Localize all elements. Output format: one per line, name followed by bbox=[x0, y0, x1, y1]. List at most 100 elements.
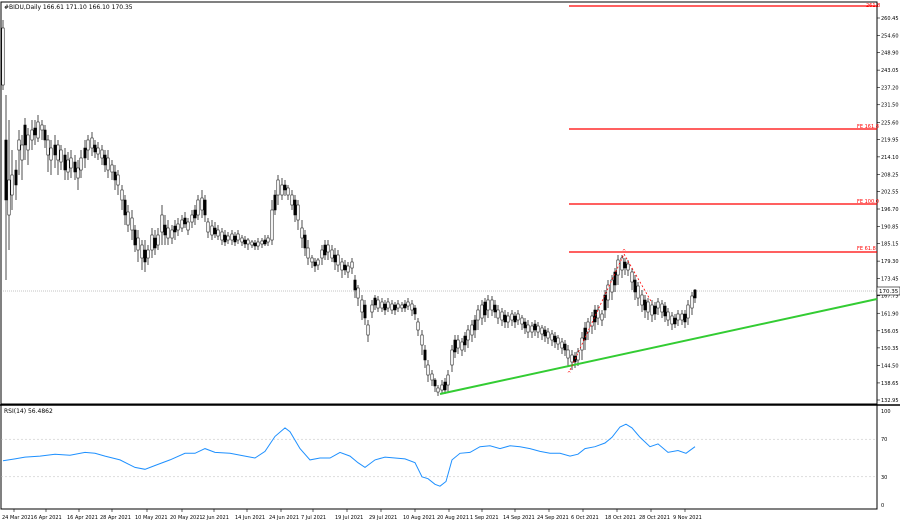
candle-bull bbox=[366, 324, 370, 336]
price-tick-label: 231.50 bbox=[881, 103, 899, 109]
candle-bear bbox=[453, 339, 457, 353]
price-tick-label: 156.05 bbox=[881, 329, 899, 335]
fib-label-261: 261.8 bbox=[866, 3, 880, 9]
candle-bull bbox=[96, 147, 100, 155]
candle-bull bbox=[630, 271, 634, 283]
price-tick-label: 185.15 bbox=[881, 242, 899, 248]
fibonacci-expansion[interactable] bbox=[569, 5, 877, 253]
time-tick-label: 2 Jun 2021 bbox=[202, 515, 229, 521]
candle-bull bbox=[69, 157, 73, 169]
time-tick-label: 10 Aug 2021 bbox=[403, 515, 435, 521]
candle-bull bbox=[59, 149, 63, 163]
support-trendline[interactable] bbox=[439, 298, 878, 395]
time-tick-label: 20 May 2021 bbox=[170, 515, 203, 521]
candle-bull bbox=[530, 325, 534, 333]
candle-bull bbox=[126, 211, 130, 226]
candle-bull bbox=[216, 229, 220, 237]
candle-bull bbox=[270, 209, 274, 241]
candle-bear bbox=[563, 343, 567, 351]
time-tick-label: 29 Jul 2021 bbox=[369, 515, 397, 521]
candle-bull bbox=[56, 144, 60, 161]
candle-bull bbox=[280, 184, 284, 196]
time-tick-label: 14 Jun 2021 bbox=[235, 515, 265, 521]
candle-bull bbox=[166, 227, 170, 239]
fib-expansion-pattern[interactable] bbox=[569, 253, 653, 371]
candle-bull bbox=[550, 333, 554, 341]
candle-bull bbox=[106, 157, 110, 171]
candle-bear bbox=[313, 261, 317, 267]
time-tick-label: 19 Jul 2021 bbox=[335, 515, 363, 521]
current-price-marker bbox=[876, 286, 900, 296]
candle-bull bbox=[686, 304, 690, 319]
candle-bear bbox=[383, 303, 387, 311]
time-tick-label: 28 Oct 2021 bbox=[639, 515, 670, 521]
candle-bear bbox=[643, 299, 647, 311]
candle-bull bbox=[626, 263, 630, 271]
drawing-objects[interactable]: ^^ bbox=[439, 249, 878, 395]
time-axis: 24 Mar 2021 6 Apr 2021 16 Apr 2021 28 Apr 2… bbox=[2, 509, 702, 521]
candle-bull bbox=[420, 334, 424, 346]
candle-bull bbox=[186, 221, 190, 231]
candle-bull bbox=[46, 139, 50, 156]
candle-bull bbox=[286, 187, 290, 196]
rsi-indicator bbox=[1, 423, 877, 487]
candle-bull bbox=[196, 199, 200, 216]
candle-bull bbox=[316, 259, 320, 266]
pattern-point-a: ^ bbox=[567, 371, 571, 377]
candle-bear bbox=[303, 234, 307, 249]
candle-bull bbox=[310, 257, 314, 263]
candle-bull bbox=[26, 134, 30, 151]
price-axis: 260.45 254.60 248.90 243.05 237.20 231.50 225.… bbox=[877, 16, 899, 404]
candle-bull bbox=[470, 324, 474, 336]
candle-bear bbox=[373, 297, 377, 306]
candle-bull bbox=[596, 309, 600, 319]
candle-bull bbox=[456, 339, 460, 349]
candle-bull bbox=[160, 214, 164, 233]
candle-bull bbox=[326, 244, 330, 253]
candle-bull bbox=[156, 234, 160, 246]
candle-bull bbox=[306, 247, 310, 259]
candle-bear bbox=[623, 261, 627, 269]
candle-bear bbox=[133, 229, 137, 246]
candle-bull bbox=[236, 233, 240, 241]
candle-bull bbox=[676, 313, 680, 321]
price-tick-label: 167.75 bbox=[881, 294, 899, 300]
candle-bull bbox=[370, 304, 374, 313]
price-tick-label: 161.90 bbox=[881, 311, 899, 317]
candle-bull bbox=[440, 384, 444, 391]
candle-bear bbox=[223, 234, 227, 243]
candle-bear bbox=[253, 242, 257, 247]
candle-bull bbox=[406, 301, 410, 307]
candle-bear bbox=[93, 144, 97, 153]
candle-bear bbox=[363, 304, 367, 319]
candle-bull bbox=[500, 311, 504, 321]
candle-bear bbox=[173, 225, 177, 233]
candle-bull bbox=[1, 27, 5, 86]
candle-bull bbox=[220, 231, 224, 241]
candle-bull bbox=[346, 265, 350, 273]
candle-bull bbox=[86, 139, 90, 151]
candle-bull bbox=[576, 351, 580, 361]
candle-bull bbox=[680, 313, 684, 321]
candle-bull bbox=[466, 329, 470, 341]
candle-bear bbox=[243, 239, 247, 245]
candle-bull bbox=[390, 303, 394, 311]
candle-bull bbox=[430, 373, 434, 381]
price-tick-label: 225.60 bbox=[881, 120, 899, 126]
current-price-label: 170.35 bbox=[879, 289, 899, 295]
candle-bull bbox=[300, 227, 304, 239]
candle-bull bbox=[130, 217, 134, 231]
time-tick-label: 24 Jun 2021 bbox=[269, 515, 299, 521]
time-tick-label: 14 Sep 2021 bbox=[503, 515, 535, 521]
candle-bull bbox=[10, 174, 14, 196]
candle-bull bbox=[250, 241, 254, 246]
candle-bull bbox=[140, 244, 144, 259]
candle-bull bbox=[526, 324, 530, 333]
candle-bear bbox=[123, 199, 127, 216]
rsi-panel-frame bbox=[0, 404, 878, 510]
candle-bear bbox=[483, 301, 487, 316]
candle-bear bbox=[4, 139, 8, 201]
fib-label-161: FE 161.8 bbox=[857, 124, 879, 130]
